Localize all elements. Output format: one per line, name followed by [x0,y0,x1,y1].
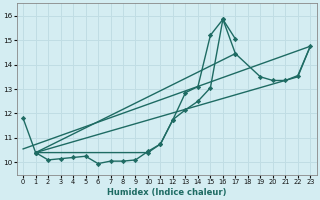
X-axis label: Humidex (Indice chaleur): Humidex (Indice chaleur) [107,188,227,197]
